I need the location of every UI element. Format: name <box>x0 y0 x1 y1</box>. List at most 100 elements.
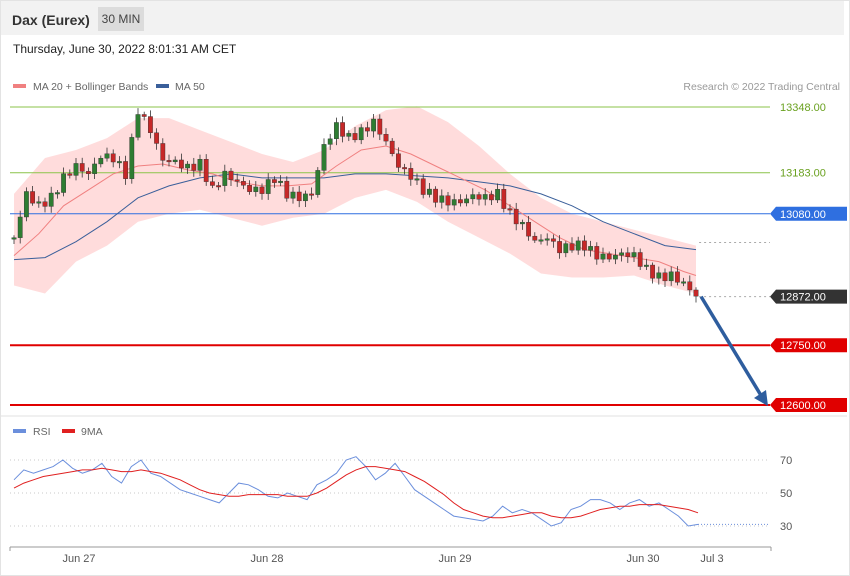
candle-body <box>544 238 550 241</box>
level-tag-12750.00 <box>770 338 847 353</box>
candle-body <box>606 253 612 260</box>
candle-body <box>216 185 221 188</box>
candle-body <box>55 192 60 195</box>
candle-body <box>526 222 532 237</box>
candle-body <box>240 181 246 186</box>
candle-body <box>346 133 352 137</box>
candle-body <box>160 143 166 161</box>
chart-header: Dax (Eurex) 30 MIN <box>1 1 844 35</box>
candle-body <box>588 246 594 251</box>
rsi-series-9MA <box>13 466 699 519</box>
candle-body <box>327 138 333 145</box>
level-tag-12600.00 <box>770 398 847 412</box>
candle-body <box>501 189 507 209</box>
candle-body <box>693 289 699 297</box>
candle-body <box>619 252 625 256</box>
candle-body <box>476 194 482 200</box>
rsi-series-RSI <box>13 456 699 527</box>
candle-body <box>489 194 494 201</box>
candle-body <box>389 140 395 154</box>
timeframe-button[interactable]: 30 MIN <box>98 7 144 31</box>
candle-body <box>668 271 674 282</box>
candle-body <box>172 159 178 163</box>
candle-body <box>30 191 35 204</box>
candle-body <box>191 163 197 171</box>
candle-body <box>67 173 73 176</box>
ma50-legend-label: MA 50 <box>175 81 205 93</box>
ma20-legend-swatch <box>13 84 26 88</box>
candle-body <box>203 159 209 182</box>
candle-body <box>458 199 463 204</box>
candle-body <box>303 193 308 202</box>
candle-body <box>284 180 290 199</box>
candle-body <box>396 153 401 168</box>
credit-label: Research © 2022 Trading Central <box>683 81 840 93</box>
ma50-legend-swatch <box>156 84 169 88</box>
candle-body <box>228 170 234 180</box>
instrument-title: Dax (Eurex) <box>12 12 90 28</box>
candle-body <box>11 237 17 240</box>
candle-body <box>532 235 538 241</box>
level-tag-12872.00 <box>770 289 847 304</box>
candle-body <box>557 241 563 254</box>
candle-body <box>340 122 345 137</box>
rsi-legend-label: RSI <box>33 426 51 438</box>
candle-body <box>414 178 420 181</box>
level-tag-13080.00 <box>770 206 847 221</box>
candle-body <box>129 137 135 179</box>
x-tick-label: Jun 28 <box>250 553 283 565</box>
candle-body <box>575 240 581 251</box>
candle-body <box>563 243 569 254</box>
candle-body <box>371 118 376 132</box>
x-tick-label: Jul 3 <box>700 553 723 565</box>
forecast-arrow <box>699 295 767 403</box>
candle-body <box>451 199 457 206</box>
rsi-tick-50: 50 <box>780 488 792 500</box>
forecast-arrowhead <box>754 390 768 406</box>
candle-body <box>365 127 370 132</box>
candle-body <box>644 264 649 267</box>
candle-body <box>209 181 215 186</box>
candle-body <box>551 238 556 242</box>
candle-body <box>290 191 296 199</box>
candle-body <box>507 208 513 211</box>
candle-body <box>42 201 48 207</box>
candle-body <box>600 253 606 260</box>
candle-body <box>408 168 414 180</box>
candle-body <box>259 186 265 194</box>
candle-body <box>334 122 339 140</box>
candle-body <box>675 271 680 283</box>
candle-body <box>135 114 141 138</box>
level-label-13080.00: 13080.00 <box>780 209 826 221</box>
candle-body <box>482 194 488 200</box>
candle-body <box>470 194 476 200</box>
candle-body <box>48 192 54 207</box>
level-label-13183.00: 13183.00 <box>780 168 826 180</box>
candle-body <box>85 171 91 174</box>
report-datetime: Thursday, June 30, 2022 8:01:31 AM CET <box>13 42 237 56</box>
candle-body <box>662 272 668 282</box>
candle-body <box>79 163 85 172</box>
candle-body <box>222 170 228 186</box>
candle-body <box>582 240 587 251</box>
level-label-12872.00: 12872.00 <box>780 292 826 304</box>
candle-body <box>464 198 469 204</box>
candle-body <box>265 179 271 194</box>
rsi-legend-swatch <box>13 429 26 433</box>
candle-body <box>247 185 252 192</box>
candle-body <box>420 178 426 195</box>
candle-body <box>315 170 321 195</box>
candle-body <box>116 161 122 164</box>
candle-body <box>17 216 23 238</box>
candle-body <box>594 246 600 260</box>
candle-body <box>352 133 358 141</box>
candle-body <box>141 114 147 117</box>
candle-body <box>321 144 327 171</box>
candle-body <box>377 118 383 135</box>
bollinger-band <box>14 106 696 294</box>
rsi-ma-legend-swatch <box>62 429 75 433</box>
candle-body <box>656 272 662 279</box>
candle-body <box>637 252 643 267</box>
candle-body <box>427 188 432 195</box>
candle-body <box>278 180 283 183</box>
